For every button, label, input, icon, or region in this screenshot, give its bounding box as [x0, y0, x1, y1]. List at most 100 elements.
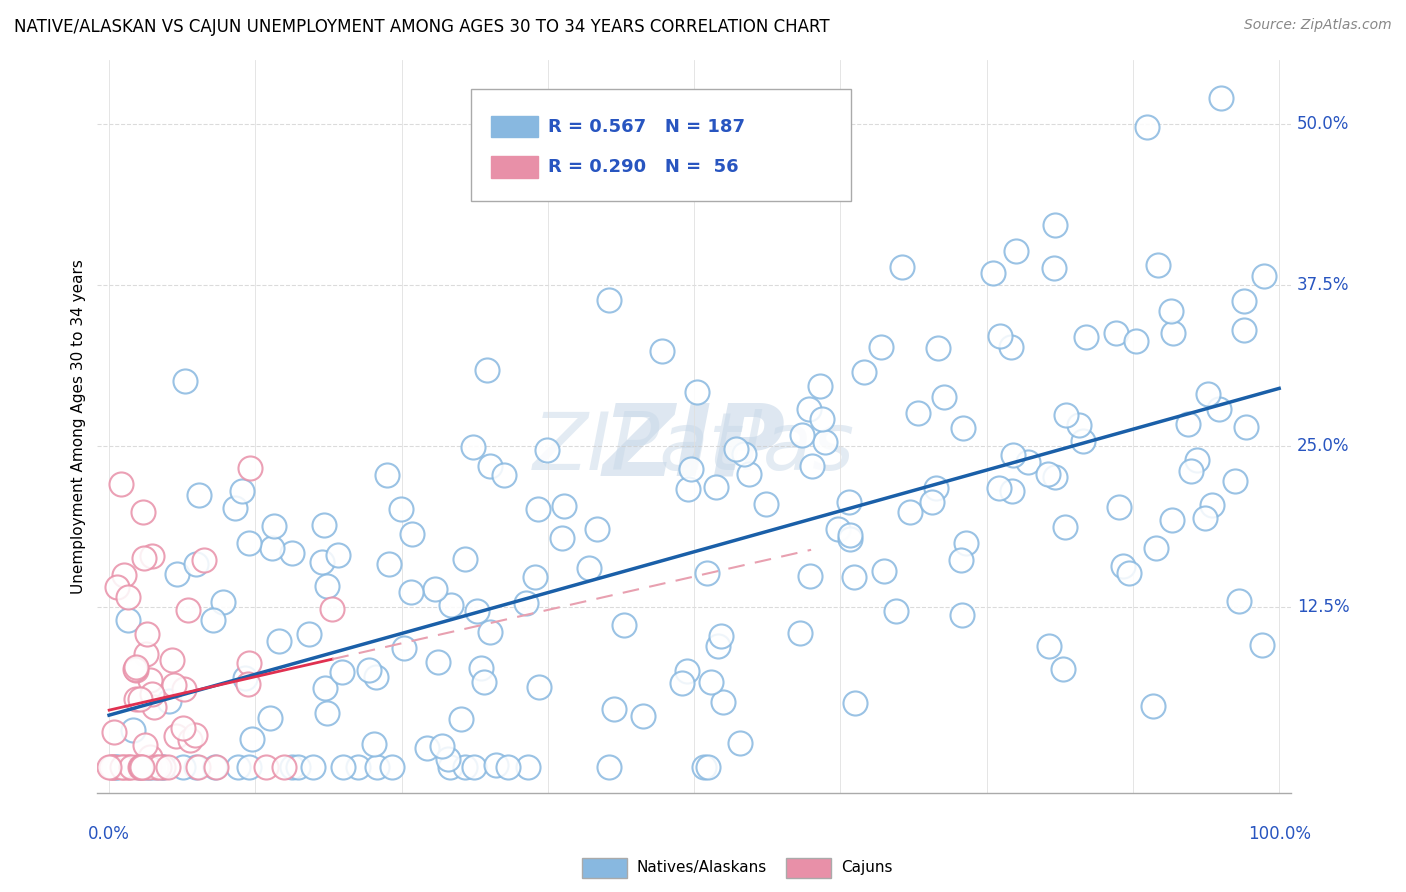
- Point: [852, 365, 875, 379]
- Point: [706, 639, 728, 653]
- Point: [598, 760, 620, 774]
- Point: [135, 647, 157, 661]
- Point: [1136, 120, 1159, 135]
- Point: [728, 736, 751, 750]
- Point: [1208, 401, 1230, 416]
- Point: [450, 712, 472, 726]
- Point: [496, 760, 519, 774]
- Point: [173, 682, 195, 697]
- Text: 25.0%: 25.0%: [1296, 437, 1350, 455]
- Point: [381, 760, 404, 774]
- Point: [1125, 334, 1147, 348]
- Point: [439, 760, 461, 774]
- Point: [112, 567, 135, 582]
- Point: [239, 461, 262, 475]
- Point: [177, 603, 200, 617]
- Point: [1253, 269, 1275, 284]
- Text: 12.5%: 12.5%: [1296, 598, 1350, 615]
- Point: [454, 760, 477, 774]
- Point: [150, 760, 173, 774]
- Point: [811, 412, 834, 426]
- Point: [671, 676, 693, 690]
- Point: [1225, 474, 1247, 488]
- Point: [125, 660, 148, 674]
- Point: [1000, 340, 1022, 354]
- Point: [517, 760, 540, 774]
- Point: [134, 550, 156, 565]
- Point: [186, 557, 208, 571]
- Point: [212, 595, 235, 609]
- Point: [1001, 448, 1024, 462]
- Point: [955, 536, 977, 550]
- Point: [711, 696, 734, 710]
- Point: [110, 477, 132, 491]
- Point: [312, 517, 335, 532]
- Point: [426, 655, 449, 669]
- Point: [1067, 417, 1090, 432]
- Point: [1211, 91, 1233, 105]
- Point: [873, 564, 896, 578]
- Point: [124, 662, 146, 676]
- Point: [204, 760, 226, 774]
- Point: [550, 531, 572, 545]
- Point: [321, 602, 343, 616]
- Point: [145, 760, 167, 774]
- Point: [932, 391, 955, 405]
- Point: [838, 495, 860, 509]
- Point: [478, 458, 501, 473]
- Point: [129, 692, 152, 706]
- Point: [477, 363, 499, 377]
- Point: [118, 759, 141, 773]
- Point: [1160, 304, 1182, 318]
- Point: [686, 384, 709, 399]
- Point: [842, 570, 865, 584]
- Point: [1232, 323, 1254, 337]
- Point: [704, 480, 727, 494]
- Point: [693, 760, 716, 774]
- Text: 37.5%: 37.5%: [1296, 276, 1350, 293]
- Point: [145, 760, 167, 774]
- Point: [311, 555, 333, 569]
- Point: [827, 523, 849, 537]
- Point: [117, 590, 139, 604]
- Point: [925, 481, 948, 495]
- Point: [461, 440, 484, 454]
- Point: [143, 700, 166, 714]
- Point: [1234, 420, 1257, 434]
- Point: [952, 421, 974, 435]
- Point: [950, 607, 973, 622]
- Point: [316, 706, 339, 721]
- Text: ZIPatlas: ZIPatlas: [533, 409, 855, 487]
- Point: [1197, 387, 1219, 401]
- Point: [463, 760, 485, 774]
- Point: [238, 760, 260, 774]
- Point: [187, 760, 209, 774]
- Point: [330, 665, 353, 679]
- Point: [165, 729, 187, 743]
- Point: [152, 760, 174, 774]
- Point: [603, 702, 626, 716]
- Point: [678, 482, 700, 496]
- Point: [1161, 326, 1184, 340]
- Point: [148, 760, 170, 774]
- Point: [1146, 258, 1168, 272]
- Point: [357, 663, 380, 677]
- Point: [193, 553, 215, 567]
- Point: [346, 760, 368, 774]
- Point: [112, 760, 135, 774]
- Point: [179, 733, 201, 747]
- Point: [432, 739, 454, 753]
- Point: [440, 598, 463, 612]
- Point: [415, 741, 437, 756]
- Point: [801, 459, 824, 474]
- Point: [950, 553, 973, 567]
- Point: [172, 760, 194, 774]
- Point: [478, 624, 501, 639]
- Point: [233, 671, 256, 685]
- Point: [526, 502, 548, 516]
- Point: [890, 260, 912, 274]
- Point: [262, 541, 284, 556]
- Point: [1160, 512, 1182, 526]
- Point: [898, 505, 921, 519]
- Point: [156, 760, 179, 774]
